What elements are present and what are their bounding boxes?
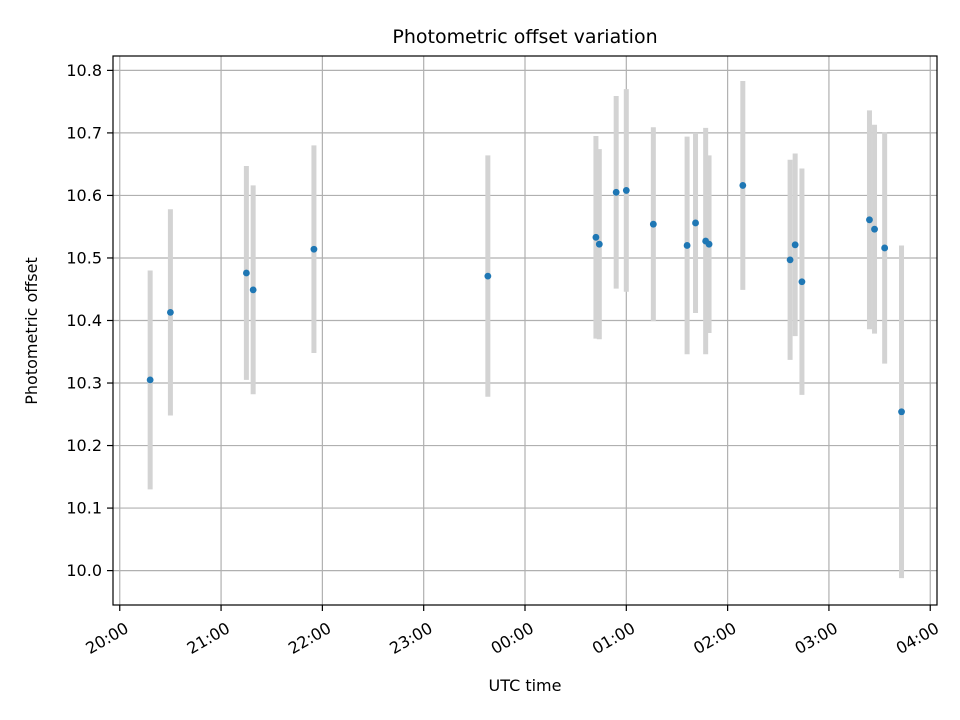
y-tick-label: 10.2 — [66, 436, 102, 455]
data-point — [242, 269, 250, 277]
data-point — [739, 182, 747, 189]
y-axis-label: Photometric offset — [22, 257, 41, 405]
data-point — [866, 216, 873, 224]
data-point — [898, 408, 905, 416]
y-axis-ticks: 10.0 10.1 10.2 10.3 10.4 10.5 10.6 10.7 10.8 — [66, 61, 113, 580]
data-point — [310, 245, 318, 253]
y-tick-label: 10.3 — [66, 374, 102, 393]
data-point — [692, 219, 699, 227]
data-point — [881, 244, 889, 252]
chart-title: Photometric offset variation — [392, 26, 657, 48]
data-point — [705, 240, 713, 248]
x-axis-label: UTC time — [489, 676, 562, 695]
data-point — [786, 256, 794, 264]
data-point — [146, 376, 154, 384]
y-tick-label: 10.6 — [66, 186, 102, 205]
y-tick-label: 10.5 — [66, 248, 102, 267]
data-point — [612, 188, 620, 196]
data-point — [622, 187, 630, 194]
data-point — [791, 241, 799, 249]
data-points — [146, 182, 905, 416]
y-tick-label: 10.8 — [66, 61, 102, 80]
data-point — [595, 240, 603, 248]
data-point — [649, 220, 657, 228]
data-point — [683, 242, 691, 249]
y-tick-label: 10.4 — [66, 311, 102, 330]
data-point — [167, 308, 174, 316]
y-tick-label: 10.1 — [66, 499, 102, 518]
data-point — [592, 233, 600, 241]
data-point — [249, 286, 257, 294]
data-point — [798, 278, 806, 286]
data-point — [484, 272, 492, 280]
y-tick-label: 10.7 — [66, 123, 102, 142]
data-point — [871, 225, 878, 233]
y-tick-label: 10.0 — [66, 561, 102, 580]
